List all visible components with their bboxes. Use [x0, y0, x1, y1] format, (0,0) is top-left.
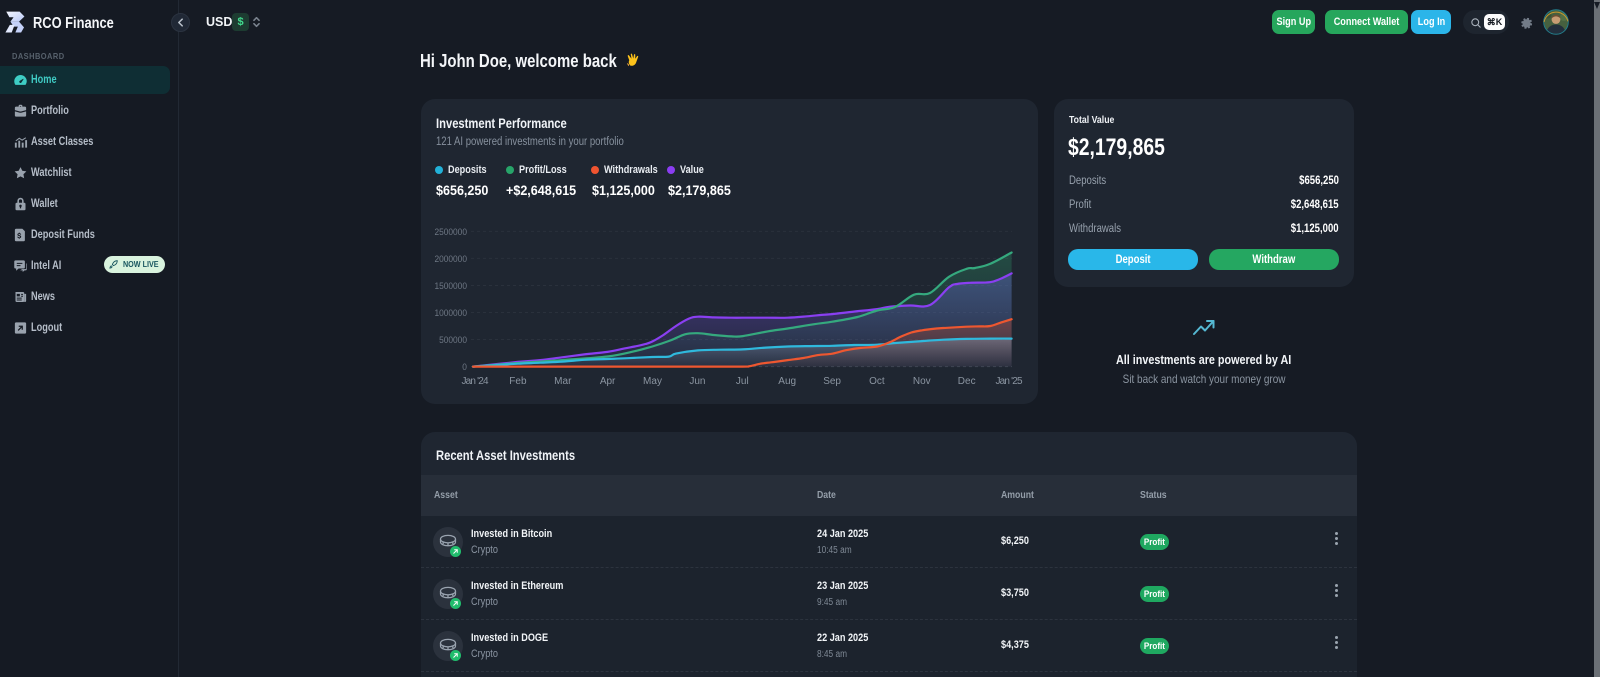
svg-text:Feb: Feb [509, 376, 527, 387]
svg-text:500000: 500000 [439, 334, 467, 345]
svg-text:Jun: Jun [689, 376, 705, 387]
svg-text:Aug: Aug [778, 376, 796, 387]
svg-text:2500000: 2500000 [434, 226, 467, 237]
svg-text:Apr: Apr [600, 376, 616, 387]
svg-text:May: May [643, 376, 662, 387]
svg-text:Jul: Jul [736, 376, 749, 387]
svg-text:Mar: Mar [554, 376, 572, 387]
svg-text:Jan '24: Jan '24 [462, 376, 489, 387]
svg-text:2000000: 2000000 [434, 253, 467, 264]
svg-text:Sep: Sep [823, 376, 841, 387]
svg-text:0: 0 [462, 362, 467, 373]
svg-text:Dec: Dec [958, 376, 976, 387]
svg-text:1000000: 1000000 [434, 307, 467, 318]
svg-text:Jan '25: Jan '25 [996, 376, 1023, 387]
svg-text:Oct: Oct [869, 376, 885, 387]
svg-text:1500000: 1500000 [434, 280, 467, 291]
svg-text:Nov: Nov [913, 376, 931, 387]
